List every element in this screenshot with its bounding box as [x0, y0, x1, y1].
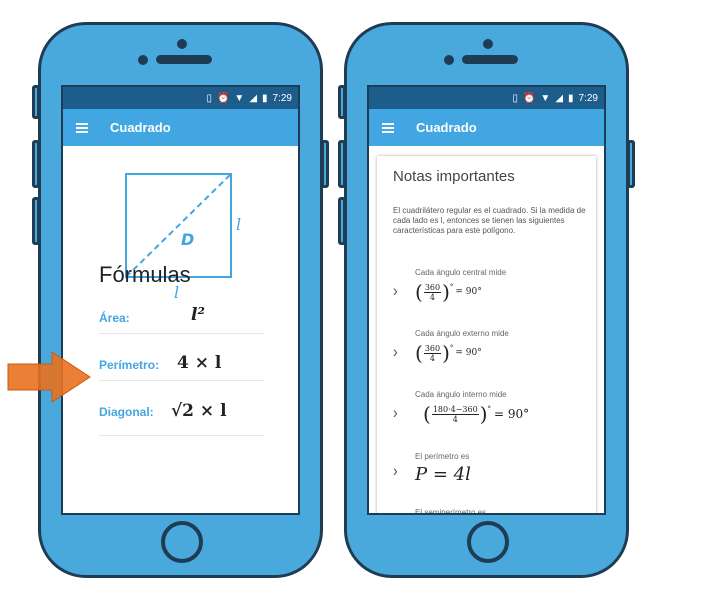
- screen-left: ▯ ⏰ ▼ ◢ ▮ 7:29 Cuadrado D l l Fórmulas Á…: [61, 85, 300, 515]
- formula-row-perimeter: Perímetro: 4 × l: [99, 344, 264, 381]
- sensor: [444, 55, 454, 65]
- home-button[interactable]: [467, 521, 509, 563]
- diagonal-value: √2 × l: [171, 401, 227, 421]
- wifi-icon: ▼: [234, 92, 245, 104]
- formula-row-diagonal: Diagonal: √2 × l: [99, 391, 264, 436]
- signal-icon: ◢: [249, 92, 258, 104]
- speaker: [156, 55, 212, 64]
- square-diagram: D l l: [125, 173, 241, 302]
- app-bar: Cuadrado: [63, 109, 298, 146]
- notes-title: Notas importantes: [393, 168, 515, 185]
- volume-button: [32, 85, 40, 119]
- screen-right: ▯ ⏰ ▼ ◢ ▮ 7:29 Cuadrado Notas importante…: [367, 85, 606, 515]
- note-equation: ( 360 4 ) ° = 90°: [415, 341, 482, 365]
- perimeter-value: 4 × l: [177, 353, 222, 373]
- front-camera: [483, 39, 493, 49]
- alarm-icon: ⏰: [216, 92, 230, 104]
- volume-button: [338, 140, 346, 188]
- phone-frame-left: ▯ ⏰ ▼ ◢ ▮ 7:29 Cuadrado D l l Fórmulas Á…: [32, 22, 329, 578]
- power-button: [321, 140, 329, 188]
- area-value: l²: [191, 305, 205, 325]
- volume-button: [32, 140, 40, 188]
- status-time: 7:29: [272, 92, 292, 104]
- notes-card: Notas importantes El cuadrilátero regula…: [377, 156, 596, 515]
- side-label-right: l: [236, 215, 241, 234]
- volume-button: [338, 85, 346, 119]
- status-bar: ▯ ⏰ ▼ ◢ ▮ 7:29: [63, 87, 298, 109]
- note-equation: ( 360 4 ) ° = 90°: [415, 280, 482, 304]
- side-label-bottom: l: [174, 283, 179, 302]
- area-label: Área:: [99, 311, 130, 325]
- app-title: Cuadrado: [416, 120, 477, 135]
- volume-button: [338, 197, 346, 245]
- notes-intro: El cuadrilátero regular es el cuadrado. …: [393, 206, 586, 235]
- vibrate-icon: ▯: [206, 92, 212, 104]
- alarm-icon: ⏰: [522, 92, 536, 104]
- chevron-right-icon: ›: [393, 280, 398, 300]
- app-bar: Cuadrado: [369, 109, 604, 146]
- note-label: Cada ángulo externo mide: [415, 329, 509, 338]
- battery-icon: ▮: [568, 92, 574, 104]
- sensor: [138, 55, 148, 65]
- chevron-right-icon: ›: [393, 460, 398, 480]
- hamburger-menu-icon[interactable]: [76, 122, 88, 133]
- formulas-title: Fórmulas: [99, 262, 191, 287]
- note-label: Cada ángulo central mide: [415, 268, 507, 277]
- note-label: Cada ángulo interno mide: [415, 390, 507, 399]
- chevron-right-icon: ›: [393, 341, 398, 361]
- speaker: [462, 55, 518, 64]
- battery-icon: ▮: [262, 92, 268, 104]
- note-label: El semiperímetro es: [415, 508, 487, 515]
- vibrate-icon: ▯: [512, 92, 518, 104]
- note-label: El perímetro es: [415, 452, 470, 461]
- note-equation: P = 4l: [415, 464, 471, 485]
- phone-frame-right: ▯ ⏰ ▼ ◢ ▮ 7:29 Cuadrado Notas importante…: [338, 22, 635, 578]
- front-camera: [177, 39, 187, 49]
- note-equation: ( 180·4−360 4 ) ° = 90°: [423, 402, 530, 426]
- wifi-icon: ▼: [540, 92, 551, 104]
- status-time: 7:29: [578, 92, 598, 104]
- power-button: [627, 140, 635, 188]
- app-title: Cuadrado: [110, 120, 171, 135]
- highlight-arrow-icon: [7, 351, 91, 403]
- perimeter-label: Perímetro:: [99, 358, 160, 372]
- home-button[interactable]: [161, 521, 203, 563]
- signal-icon: ◢: [555, 92, 564, 104]
- volume-button: [32, 197, 40, 245]
- hamburger-menu-icon[interactable]: [382, 122, 394, 133]
- formula-row-area: Área: l²: [99, 297, 264, 334]
- status-bar: ▯ ⏰ ▼ ◢ ▮ 7:29: [369, 87, 604, 109]
- diagonal-label: D: [181, 230, 194, 249]
- chevron-right-icon: ›: [393, 402, 398, 422]
- diagonal-formula-label: Diagonal:: [99, 405, 154, 419]
